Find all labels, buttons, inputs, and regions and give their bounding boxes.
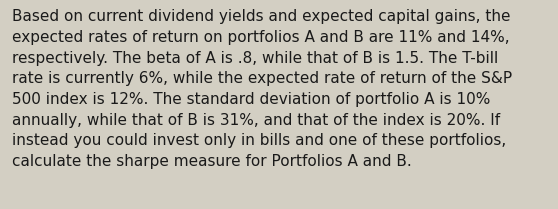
- Text: Based on current dividend yields and expected capital gains, the
expected rates : Based on current dividend yields and exp…: [12, 9, 512, 169]
